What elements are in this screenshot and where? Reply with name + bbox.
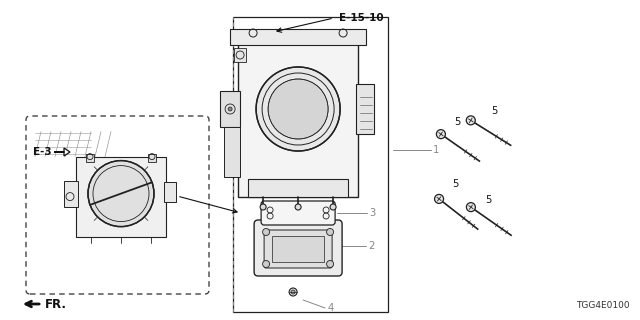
Text: 1: 1 <box>433 145 440 155</box>
Text: 3: 3 <box>369 208 375 218</box>
Bar <box>234 48 246 62</box>
Bar <box>238 37 358 197</box>
Bar <box>272 236 324 262</box>
Text: 5: 5 <box>454 117 460 127</box>
Bar <box>356 84 374 134</box>
Circle shape <box>295 204 301 210</box>
Text: 2: 2 <box>368 241 374 251</box>
Circle shape <box>289 288 297 296</box>
Circle shape <box>228 107 232 111</box>
Text: E-15-10: E-15-10 <box>121 191 166 201</box>
Circle shape <box>436 130 445 139</box>
Circle shape <box>88 161 154 227</box>
Circle shape <box>262 260 269 268</box>
FancyBboxPatch shape <box>261 201 335 225</box>
Text: 4: 4 <box>327 303 333 313</box>
Text: E-3: E-3 <box>33 147 52 157</box>
Circle shape <box>291 290 295 294</box>
Circle shape <box>326 228 333 236</box>
Circle shape <box>260 204 266 210</box>
Bar <box>86 154 94 162</box>
Bar <box>148 154 156 162</box>
FancyBboxPatch shape <box>254 220 342 276</box>
Text: 5: 5 <box>485 195 491 205</box>
Text: TGG4E0100: TGG4E0100 <box>577 301 630 310</box>
Text: 5: 5 <box>452 179 458 189</box>
Circle shape <box>262 228 269 236</box>
Circle shape <box>467 203 476 212</box>
Text: E-15-10: E-15-10 <box>339 13 383 23</box>
Circle shape <box>256 67 340 151</box>
Bar <box>233 17 388 312</box>
Circle shape <box>268 79 328 139</box>
Bar <box>220 91 240 127</box>
FancyBboxPatch shape <box>264 230 332 268</box>
Text: FR.: FR. <box>45 298 67 310</box>
Polygon shape <box>54 148 70 156</box>
Circle shape <box>330 204 336 210</box>
Bar <box>230 29 366 45</box>
Bar <box>164 182 176 202</box>
Bar <box>64 180 78 207</box>
Circle shape <box>326 260 333 268</box>
Circle shape <box>435 195 444 204</box>
Bar <box>76 156 166 236</box>
Circle shape <box>467 116 476 125</box>
Bar <box>248 179 348 197</box>
Text: 5: 5 <box>491 106 497 116</box>
Bar <box>224 127 240 177</box>
